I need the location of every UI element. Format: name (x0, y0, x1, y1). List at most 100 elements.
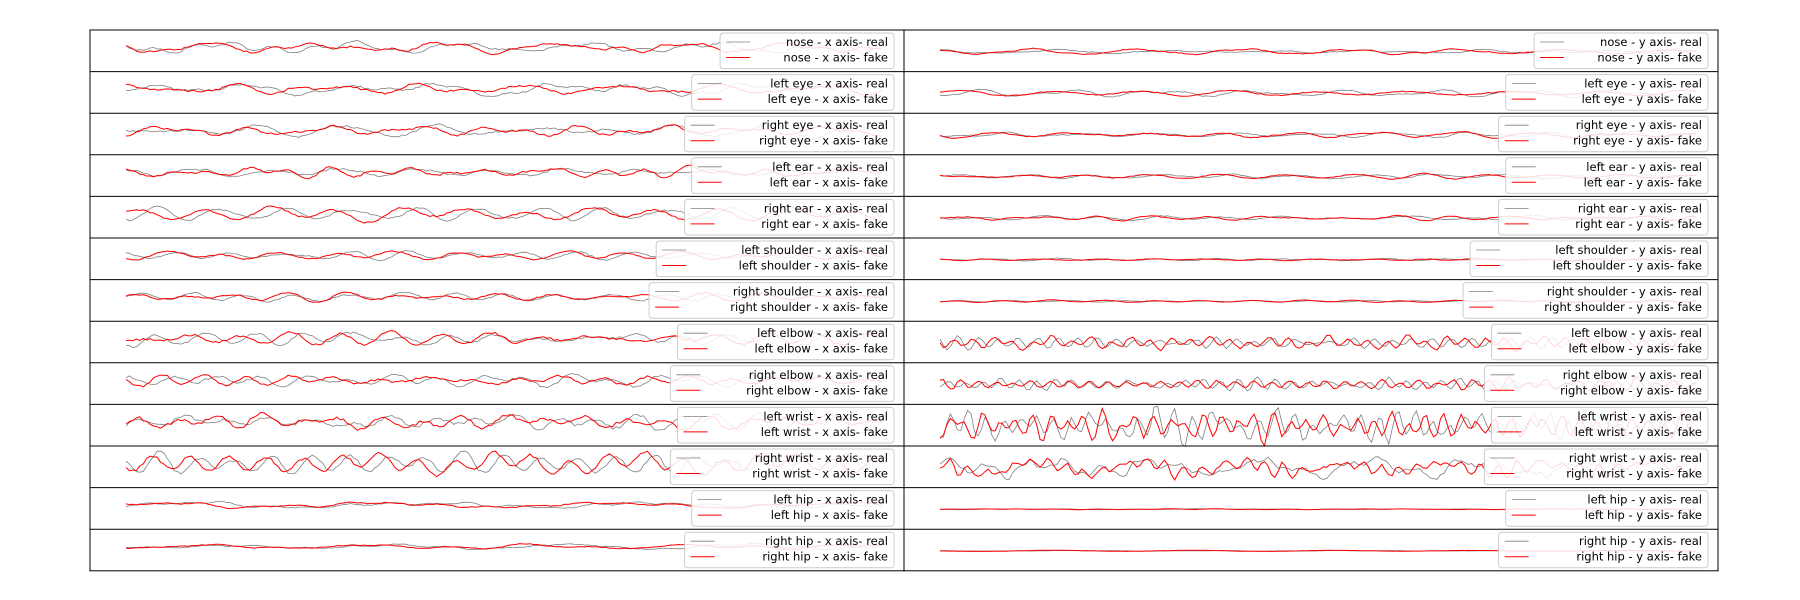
legend-label-fake: left wrist - x axis- fake (761, 425, 888, 439)
legend-label-real: left ear - x axis- real (772, 160, 888, 174)
panel-right-ear-x: right ear - x axis- real right ear - x ax… (90, 195, 904, 236)
legend-box (691, 74, 895, 111)
legend-label-fake: right elbow - y axis- fake (1560, 383, 1702, 397)
legend-label-fake: left shoulder - y axis- fake (1553, 259, 1702, 273)
legend-box (1533, 32, 1709, 70)
legend-box (1491, 323, 1709, 361)
legend-box (684, 198, 895, 236)
column-frame-y (903, 29, 1719, 572)
legend-box (684, 531, 895, 569)
legend-label-fake: nose - x axis- fake (783, 51, 888, 65)
panel-right-ear-y: right ear - y axis- real right ear - y ax… (904, 195, 1718, 236)
panel-right-hip-x: right hip - x axis- real right hip - x ax… (90, 528, 904, 569)
legend: right eye - y axis- real right eye - y ax… (1498, 115, 1709, 153)
legend-box (1505, 157, 1709, 194)
panel-left-wrist-x: left wrist - x axis- real left wrist - x … (90, 403, 904, 444)
legend-box (691, 490, 895, 527)
legend-label-fake: right elbow - x axis- fake (746, 383, 888, 397)
legend: nose - y axis- real nose - y axis- fake (1533, 32, 1709, 70)
legend-label-fake: left eye - x axis- fake (768, 92, 888, 106)
panel-right-wrist-y: right wrist - y axis- real right wrist - … (904, 445, 1718, 486)
legend-box (677, 406, 895, 444)
legend-label-fake: left elbow - y axis- fake (1569, 342, 1702, 356)
legend-label-real: left hip - y axis- real (1587, 493, 1702, 507)
panel-left-wrist-y: left wrist - y axis- real left wrist - y … (904, 403, 1718, 448)
legend: left wrist - y axis- real left wrist - y … (1491, 406, 1709, 444)
legend-box (719, 32, 895, 70)
panel-left-elbow-x: left elbow - x axis- real left elbow - x … (90, 320, 904, 361)
legend-box (1491, 406, 1709, 444)
legend: right hip - x axis- real right hip - x ax… (684, 531, 895, 569)
legend: left shoulder - y axis- real left shoulde… (1469, 240, 1709, 278)
legend-label-fake: right ear - y axis- fake (1575, 217, 1702, 231)
legend-box (669, 448, 895, 486)
legend-label-real: right eye - y axis- real (1576, 118, 1702, 132)
panel-right-eye-x: right eye - x axis- real right eye - x ax… (90, 112, 904, 153)
legend-label-fake: left eye - y axis- fake (1582, 92, 1702, 106)
legend-label-fake: right hip - y axis- fake (1576, 550, 1702, 564)
legend-label-fake: left ear - y axis- fake (1584, 175, 1702, 189)
panel-nose-y: nose - y axis- real nose - y axis- fake (939, 32, 1709, 70)
legend: right wrist - x axis- real right wrist - … (669, 448, 895, 486)
panel-left-elbow-y: left elbow - y axis- real left elbow - y … (904, 320, 1718, 361)
legend-label-real: right hip - y axis- real (1579, 534, 1702, 548)
legend-label-real: right shoulder - x axis- real (733, 285, 888, 299)
legend-box (691, 157, 895, 194)
panel-nose-x: nose - x axis- real nose - x axis- fake (125, 32, 895, 70)
legend-label-fake: left wrist - y axis- fake (1575, 425, 1702, 439)
legend-label-real: left eye - y axis- real (1584, 77, 1702, 91)
legend-label-real: left ear - y axis- real (1586, 160, 1702, 174)
legend: left elbow - x axis- real left elbow - x … (677, 323, 895, 361)
panel-right-hip-y: right hip - y axis- real right hip - y ax… (904, 528, 1718, 569)
legend-label-fake: right wrist - y axis- fake (1566, 467, 1702, 481)
legend-label-real: right shoulder - y axis- real (1547, 285, 1702, 299)
legend-label-real: left eye - x axis- real (770, 77, 888, 91)
legend-label-fake: right wrist - x axis- fake (752, 467, 888, 481)
legend-label-fake: left shoulder - x axis- fake (739, 259, 888, 273)
legend-label-real: right elbow - x axis- real (749, 368, 888, 382)
legend-label-fake: right eye - y axis- fake (1573, 134, 1702, 148)
legend-box (1469, 240, 1709, 278)
legend-label-real: left wrist - y axis- real (1577, 409, 1702, 423)
legend-label-real: right eye - x axis- real (762, 118, 888, 132)
legend-label-fake: right ear - x axis- fake (761, 217, 888, 231)
legend-box (677, 323, 895, 361)
legend: right wrist - y axis- real right wrist - … (1483, 448, 1709, 486)
legend-label-real: right wrist - x axis- real (755, 451, 888, 465)
legend-label-real: left wrist - x axis- real (763, 409, 888, 423)
legend: right hip - y axis- real right hip - y ax… (1498, 531, 1709, 569)
legend-box (648, 282, 895, 319)
legend-box (669, 365, 895, 402)
legend-box (1483, 448, 1709, 486)
legend: right ear - x axis- real right ear - x ax… (684, 198, 895, 236)
legend-label-fake: right shoulder - y axis- fake (1544, 300, 1702, 314)
legend-label-fake: right hip - x axis- fake (762, 550, 888, 564)
legend-box (655, 240, 895, 278)
legend-box (1505, 74, 1709, 111)
legend-label-real: right hip - x axis- real (765, 534, 888, 548)
legend-label-real: left hip - x axis- real (773, 493, 888, 507)
legend: left elbow - y axis- real left elbow - y … (1491, 323, 1709, 361)
legend-label-fake: left ear - x axis- fake (770, 175, 888, 189)
legend-label-real: right ear - y axis- real (1578, 201, 1702, 215)
legend: right eye - x axis- real right eye - x ax… (684, 115, 895, 153)
legend-label-fake: right eye - x axis- fake (759, 134, 888, 148)
legend-label-fake: left hip - y axis- fake (1585, 508, 1702, 522)
legend-box (1462, 282, 1709, 319)
legend-label-real: left elbow - x axis- real (757, 326, 888, 340)
legend-label-real: left elbow - y axis- real (1571, 326, 1702, 340)
panel-left-shoulder-x: left shoulder - x axis- real left shoulde… (90, 237, 904, 278)
